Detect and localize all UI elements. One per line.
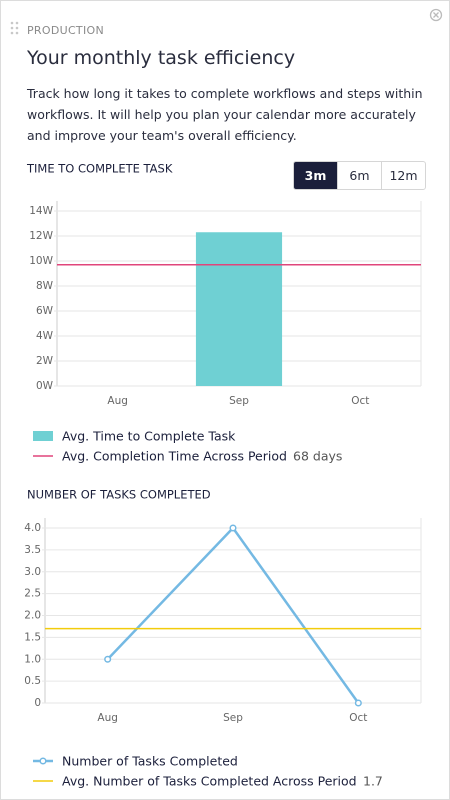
y-tick-label: 4.0 [24, 522, 41, 534]
y-tick-label: 1.5 [24, 631, 41, 643]
range-button[interactable]: 6m [337, 162, 381, 189]
description: Track how long it takes to complete work… [27, 86, 423, 143]
x-tick-label: Sep [223, 712, 243, 724]
x-tick-label: Oct [349, 712, 367, 724]
legend-label: Number of Tasks Completed [62, 754, 238, 769]
y-tick-label: 1.0 [24, 653, 41, 665]
x-tick-label: Aug [97, 712, 118, 724]
range-button[interactable]: 12m [381, 162, 425, 189]
section-label: PRODUCTION [27, 24, 104, 37]
data-point [229, 524, 237, 532]
legend-swatch [39, 757, 47, 765]
x-tick-label: Oct [351, 395, 369, 407]
y-tick-label: 0 [34, 697, 41, 709]
y-tick-label: 6W [36, 305, 54, 317]
chart-title: NUMBER OF TASKS COMPLETED [27, 488, 211, 502]
y-tick-label: 0W [36, 380, 54, 392]
reference-value: 68 days [293, 449, 342, 464]
y-tick-label: 3.5 [24, 544, 41, 556]
range-toggle: 3m 6m 12m [293, 161, 426, 190]
y-tick-label: 2.5 [24, 588, 41, 600]
y-tick-label: 0.5 [24, 675, 41, 687]
x-tick-label: Aug [107, 395, 128, 407]
range-button[interactable]: 3m [294, 162, 337, 189]
y-tick-label: 2.0 [24, 610, 41, 622]
y-tick-label: 14W [29, 205, 53, 217]
drag-handle[interactable] [10, 21, 19, 35]
widget-title: Your monthly task efficiency [27, 47, 296, 69]
x-tick-label: Sep [229, 395, 249, 407]
close-button[interactable] [429, 8, 443, 22]
legend-label: Avg. Time to Complete Task [62, 429, 236, 444]
legend-label: Avg. Completion Time Across Period [62, 449, 287, 464]
legend-swatch [33, 431, 53, 441]
reference-value: 1.7 [363, 774, 383, 789]
data-point [104, 655, 112, 663]
chart-title: TIME TO COMPLETE TASK [26, 162, 173, 176]
data-point [354, 699, 362, 707]
y-tick-label: 3.0 [24, 566, 41, 578]
y-tick-label: 10W [29, 255, 53, 267]
y-tick-label: 12W [29, 230, 53, 242]
bar [195, 232, 283, 386]
legend-label: Avg. Number of Tasks Completed Across Pe… [62, 774, 357, 789]
y-tick-label: 2W [36, 355, 54, 367]
y-tick-label: 8W [36, 280, 54, 292]
y-tick-label: 4W [36, 330, 54, 342]
